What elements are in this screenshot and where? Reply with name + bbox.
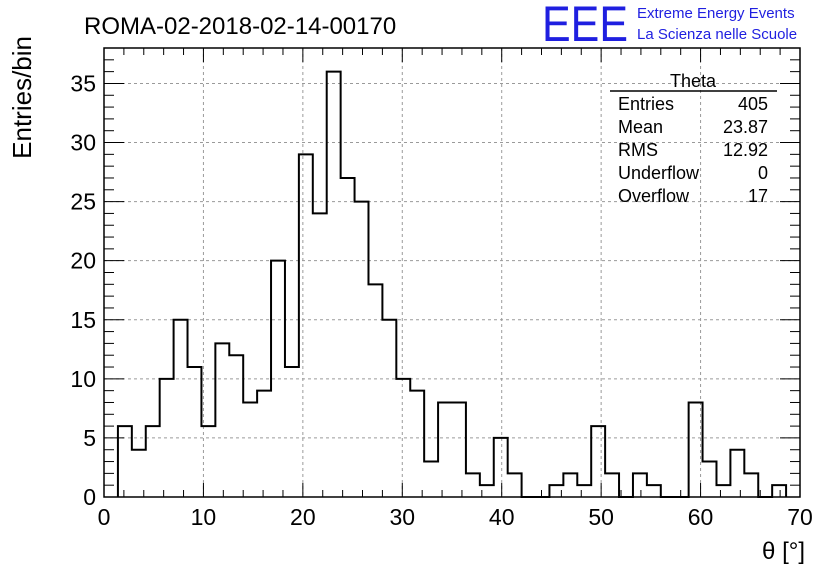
- x-tick-label: 40: [489, 504, 515, 530]
- y-tick-label: 30: [70, 130, 96, 156]
- y-tick-label: 15: [70, 307, 96, 333]
- x-tick-label: 20: [290, 504, 316, 530]
- logo-mark: EEE: [542, 0, 628, 52]
- x-tick-label: 60: [688, 504, 714, 530]
- stats-value: 405: [738, 94, 768, 114]
- y-tick-label: 20: [70, 248, 96, 274]
- stats-value: 23.87: [723, 117, 768, 137]
- y-axis-label: Entries/bin: [7, 36, 37, 159]
- logo-line-1: Extreme Energy Events: [637, 5, 795, 22]
- stats-value: 17: [748, 186, 768, 206]
- x-tick-label: 70: [787, 504, 813, 530]
- plot-frame: [103, 47, 801, 498]
- stats-label: Underflow: [618, 163, 700, 183]
- x-tick-label: 50: [588, 504, 614, 530]
- histogram-series: [116, 70, 788, 498]
- y-tick-label: 10: [70, 366, 96, 392]
- x-tick-label: 30: [389, 504, 415, 530]
- y-tick-label: 0: [83, 484, 96, 510]
- logo-line-2: La Scienza nelle Scuole: [637, 26, 797, 43]
- stats-box: Theta Entries 405 Mean 23.87 RMS 12.92 Underfl…: [610, 71, 777, 206]
- x-tick-label: 0: [98, 504, 111, 530]
- stats-label: RMS: [618, 140, 658, 160]
- stats-value: 0: [758, 163, 768, 183]
- stats-label: Entries: [618, 94, 674, 114]
- y-tick-label: 25: [70, 189, 96, 215]
- stats-value: 12.92: [723, 140, 768, 160]
- eee-logo: EEE Extreme Energy Events La Scienza nel…: [542, 0, 797, 52]
- y-tick-label: 5: [83, 425, 96, 451]
- grid-lines: [104, 48, 800, 497]
- stats-label: Overflow: [618, 186, 690, 206]
- x-tick-label: 10: [191, 504, 217, 530]
- x-axis-label: θ [°]: [762, 538, 805, 565]
- stats-title: Theta: [670, 71, 717, 91]
- chart-title: ROMA-02-2018-02-14-00170: [84, 13, 396, 40]
- stats-label: Mean: [618, 117, 663, 137]
- axis-ticks: [103, 47, 801, 498]
- y-tick-label: 35: [70, 70, 96, 96]
